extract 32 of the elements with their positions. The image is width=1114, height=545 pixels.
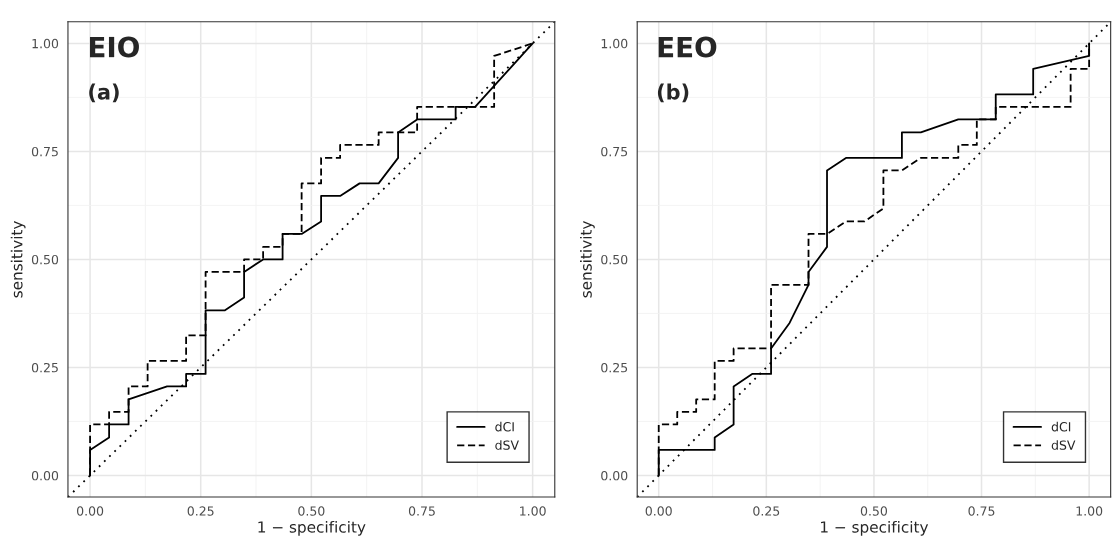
- x-tick-label: 0.50: [298, 506, 325, 516]
- x-tick-label: 0.75: [968, 506, 995, 516]
- x-axis-title: 1 − specificity: [258, 520, 366, 536]
- x-tick-label: 1.00: [520, 506, 546, 516]
- y-axis-title: sensitivity: [10, 220, 26, 298]
- text: (b): [657, 83, 689, 103]
- y-tick-label: 0.75: [31, 146, 58, 157]
- x-tick-label: 0.00: [76, 506, 104, 516]
- x-tick-label: 0.50: [860, 506, 888, 516]
- x-axis-title: 1 − specificity: [820, 520, 929, 536]
- y-axis-title: sensitivity: [580, 220, 595, 298]
- y-tick-label: 0.25: [601, 362, 628, 373]
- x-tick-label: 0.75: [408, 506, 435, 516]
- chart-title: EIO: [89, 36, 139, 58]
- y-tick-label: 0.00: [601, 470, 628, 481]
- text: (a): [89, 83, 119, 103]
- y-tick-label: 0.75: [601, 146, 628, 157]
- y-tick-label: 0.25: [31, 362, 58, 373]
- legend-label: dSV: [1051, 440, 1076, 450]
- legend-label: dCI: [495, 421, 514, 432]
- x-tick-label: 0.25: [187, 506, 214, 516]
- legend-label: dSV: [495, 440, 519, 450]
- x-tick-label: 1.00: [1076, 506, 1103, 516]
- y-tick-label: 0.50: [31, 254, 59, 265]
- y-tick-label: 0.00: [31, 470, 59, 481]
- legend-label: dCI: [1051, 421, 1071, 432]
- chart-title: EEO: [658, 36, 717, 58]
- x-tick-label: 0.00: [645, 506, 672, 516]
- y-tick-label: 1.00: [32, 38, 59, 49]
- y-tick-label: 1.00: [601, 38, 628, 49]
- y-tick-label: 0.50: [601, 254, 628, 265]
- x-tick-label: 0.25: [753, 506, 780, 516]
